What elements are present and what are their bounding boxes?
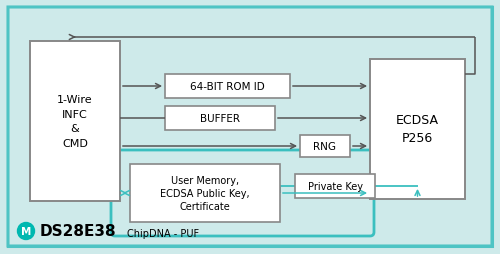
Text: 64-BIT ROM ID: 64-BIT ROM ID	[190, 82, 265, 92]
Text: BUFFER: BUFFER	[200, 114, 240, 123]
Bar	[130, 164, 280, 222]
Text: ChipDNA - PUF: ChipDNA - PUF	[127, 228, 199, 238]
Bar	[295, 174, 375, 198]
Text: User Memory,
ECDSA Public Key,
Certificate: User Memory, ECDSA Public Key, Certifica…	[160, 175, 250, 211]
FancyBboxPatch shape	[111, 150, 374, 236]
Bar	[370, 60, 465, 199]
FancyBboxPatch shape	[8, 8, 492, 246]
Circle shape	[18, 223, 34, 240]
Bar	[300, 135, 350, 157]
Text: DS28E38: DS28E38	[40, 224, 117, 239]
Text: RNG: RNG	[314, 141, 336, 151]
Bar	[30, 42, 120, 201]
Text: ECDSA
P256: ECDSA P256	[396, 114, 439, 145]
Text: Private Key: Private Key	[308, 181, 362, 191]
Bar	[165, 107, 275, 131]
Bar	[165, 75, 290, 99]
Text: M: M	[21, 226, 31, 236]
Text: 1-Wire
INFC
&
CMD: 1-Wire INFC & CMD	[57, 94, 93, 149]
